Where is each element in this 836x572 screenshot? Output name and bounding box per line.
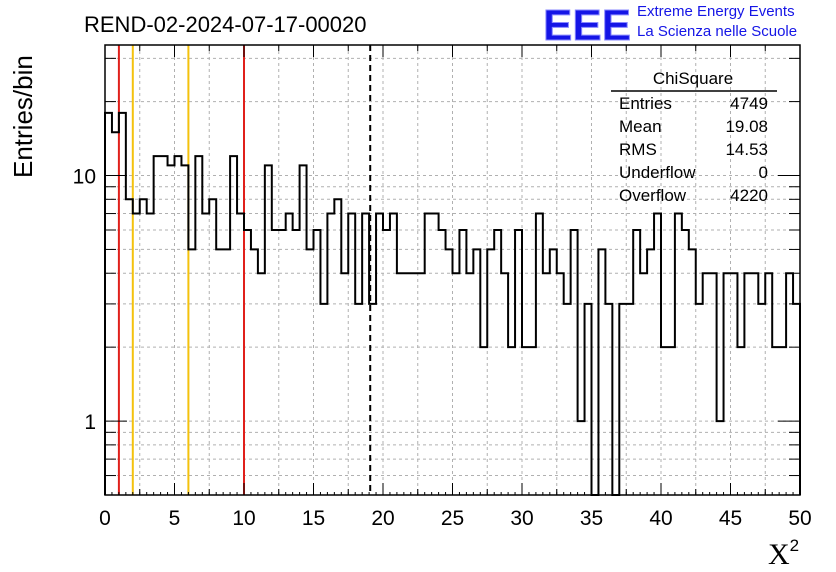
logo-text: EEE	[543, 2, 631, 44]
x-tick-label: 40	[649, 507, 672, 530]
x-tick-label: 30	[510, 507, 533, 530]
y-tick-label: 10	[73, 166, 96, 189]
axis-ticks	[104, 45, 801, 496]
x-tick-label: 50	[788, 507, 811, 530]
x-tick-label: 25	[441, 507, 464, 530]
x-tick-label: 5	[169, 507, 181, 530]
plot-title: REND-02-2024-07-17-00020	[84, 12, 367, 37]
stats-title: ChiSquare	[653, 69, 733, 88]
x-axis-title-superscript: 2	[790, 536, 799, 555]
x-tick-label: 15	[302, 507, 325, 530]
stats-label: Overflow	[619, 186, 687, 205]
logo-line-2: La Scienza nelle Scuole	[637, 23, 798, 40]
stats-value: 0	[759, 163, 768, 182]
stats-value: 4749	[730, 94, 768, 113]
x-axis-title-main: X	[768, 538, 790, 571]
x-tick-labels: 0 5 10 15 20 25 30 35 40 45 50	[99, 507, 812, 530]
y-tick-labels: 1 10	[73, 166, 96, 435]
reference-lines	[117, 45, 372, 495]
logo-line-1: Extreme Energy Events	[637, 3, 795, 20]
stats-value: 4220	[730, 186, 768, 205]
stats-value: 14.53	[725, 140, 768, 159]
stats-label: RMS	[619, 140, 657, 159]
x-axis-title: X2	[768, 536, 799, 571]
y-tick-label: 1	[84, 411, 96, 434]
stats-box: ChiSquare Entries 4749 Mean 19.08 RMS 14.53 Un…	[611, 69, 777, 205]
y-axis-title: Entries/bin	[8, 55, 38, 178]
stats-label: Underflow	[619, 163, 696, 182]
x-tick-label: 35	[580, 507, 603, 530]
eee-logo: EEE	[543, 2, 632, 44]
x-tick-label: 20	[371, 507, 394, 530]
x-tick-label: 45	[719, 507, 742, 530]
stats-label: Mean	[619, 117, 662, 136]
logo-tagline: Extreme Energy Events La Scienza nelle S…	[637, 2, 797, 42]
histogram-series	[104, 111, 801, 496]
stats-label: Entries	[619, 94, 672, 113]
x-tick-label: 10	[232, 507, 255, 530]
x-tick-label: 0	[99, 507, 111, 530]
stats-value: 19.08	[725, 117, 768, 136]
